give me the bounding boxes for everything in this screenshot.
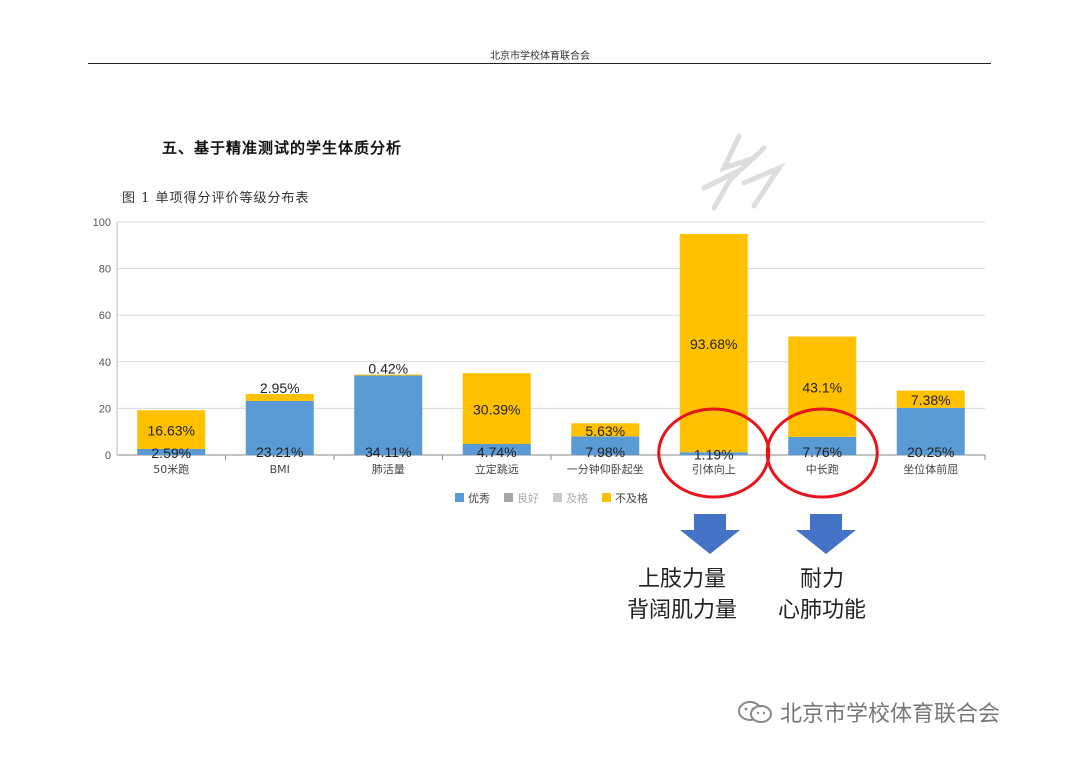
stamp-logo: [701, 133, 786, 211]
legend-swatch: [455, 493, 464, 502]
bar-segment: [788, 436, 857, 455]
legend-swatch: [602, 493, 611, 502]
data-label: 23.21%: [256, 444, 303, 460]
callout-line: 心肺功能: [777, 598, 866, 623]
x-tick-label: 肺活量: [372, 463, 405, 476]
bar-segment: [354, 375, 423, 455]
bar-segment: [245, 394, 314, 401]
figure-caption: 图 1 单项得分评价等级分布表: [122, 191, 310, 206]
legend-label: 优秀: [468, 492, 490, 505]
y-tick-label: 40: [99, 357, 111, 369]
down-arrow-icon: [796, 514, 856, 554]
bar-segment: [788, 336, 857, 437]
bar-segment: [137, 410, 206, 449]
callout-line: 上肢力量: [637, 567, 726, 592]
data-label: 5.63%: [585, 423, 625, 439]
x-tick-label: 立定跳远: [475, 462, 519, 476]
callout-line: 耐力: [799, 567, 844, 592]
data-label: 0.42%: [368, 361, 408, 377]
header-rule: [88, 63, 991, 64]
y-tick-label: 60: [99, 310, 111, 322]
data-label: 43.1%: [802, 380, 842, 396]
x-tick-label: 引体向上: [692, 462, 736, 476]
watermark: 北京市学校体育联合会: [736, 696, 1000, 728]
bar-segment: [679, 452, 748, 455]
bar-segment: [354, 374, 423, 376]
legend-label: 不及格: [615, 491, 648, 505]
data-label: 2.95%: [260, 380, 300, 396]
callout-upper-body: 上肢力量 背阔肌力量: [612, 564, 752, 626]
bar-segment: [679, 233, 748, 453]
y-tick-label: 80: [99, 264, 111, 276]
data-label: 20.25%: [907, 444, 954, 460]
legend-label: 良好: [517, 491, 539, 505]
bar-segment: [245, 400, 314, 455]
bar-segment: [462, 373, 531, 444]
down-arrow-icon: [680, 514, 740, 554]
y-tick-label: 100: [93, 217, 111, 229]
x-tick-label: BMI: [270, 463, 290, 476]
callout-line: 背阔肌力量: [626, 598, 737, 623]
x-tick-label: 50米跑: [153, 462, 189, 476]
bar-segment: [896, 390, 965, 408]
bar-segment: [462, 443, 531, 455]
document-header: 北京市学校体育联合会: [490, 51, 590, 62]
bar-segment: [137, 448, 206, 455]
watermark-text: 北京市学校体育联合会: [780, 702, 1001, 727]
legend-label: 及格: [566, 491, 588, 505]
data-label: 4.74%: [477, 444, 517, 460]
data-label: 7.38%: [911, 392, 951, 408]
data-label: 1.19%: [694, 447, 734, 463]
legend-swatch: [504, 493, 513, 502]
bar-segment: [571, 423, 640, 437]
data-label: 30.39%: [473, 402, 520, 418]
data-label: 2.59%: [151, 445, 191, 461]
x-tick-label: 中长跑: [806, 462, 839, 476]
legend-swatch: [553, 493, 562, 502]
data-label: 7.76%: [802, 444, 842, 460]
x-tick-label: 坐位体前屈: [903, 462, 958, 476]
data-label: 16.63%: [148, 423, 195, 439]
data-label: 34.11%: [365, 444, 411, 460]
highlight-circle: [765, 407, 879, 499]
data-label: 7.98%: [585, 444, 625, 460]
x-tick-label: 一分钟仰卧起坐: [567, 462, 644, 476]
wechat-icon: [738, 701, 772, 723]
bar-segment: [571, 436, 640, 455]
y-tick-label: 0: [105, 450, 111, 462]
data-label: 93.68%: [690, 336, 737, 352]
section-title: 五、基于精准测试的学生体质分析: [162, 139, 403, 157]
y-tick-label: 20: [99, 403, 111, 415]
bar-segment: [896, 407, 965, 455]
callout-endurance: 耐力 心肺功能: [762, 564, 882, 626]
